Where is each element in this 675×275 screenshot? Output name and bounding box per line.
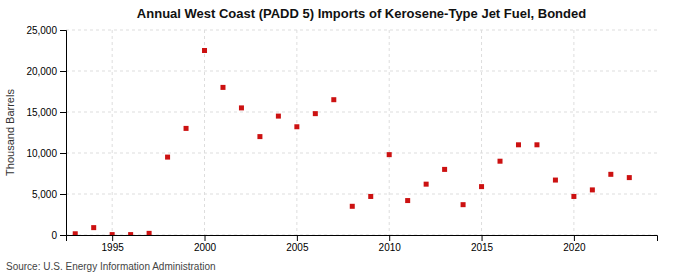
- x-grid-line: [112, 30, 113, 235]
- y-axis-tick-mark: [60, 71, 66, 72]
- point: [608, 172, 613, 177]
- x-grid-line: [296, 30, 297, 235]
- x-axis-tick: 2015: [471, 235, 494, 253]
- source-note: Source: U.S. Energy Information Administ…: [6, 261, 216, 272]
- point: [350, 204, 355, 209]
- point: [424, 182, 429, 187]
- y-axis-tick-mark: [60, 112, 66, 113]
- point: [91, 225, 96, 230]
- chart-container: 1995 2000 2005 2010 2015 2020 0 5,000 10,000 15,0…: [0, 0, 675, 275]
- x-axis-tick: 2000: [194, 235, 217, 253]
- point: [128, 232, 133, 235]
- point: [257, 134, 262, 139]
- y-axis-tick: 15,000: [26, 107, 66, 118]
- grid: [66, 30, 657, 235]
- y-axis-tick: 0: [51, 230, 66, 241]
- y-grid-line: [66, 153, 657, 154]
- point: [479, 184, 484, 189]
- x-axis-tick-mark: [112, 235, 113, 241]
- y-axis-tick-label: 5,000: [32, 189, 57, 200]
- x-axis-tick-label: 2010: [379, 242, 402, 253]
- point: [239, 105, 244, 110]
- point: [368, 194, 373, 199]
- point: [313, 111, 318, 116]
- x-axis-line: [67, 236, 658, 242]
- y-axis-line: [60, 31, 67, 236]
- y-grid-line: [66, 71, 657, 72]
- point: [165, 155, 170, 160]
- y-axis-tick-label: 0: [51, 230, 57, 241]
- y-axis-tick: 25,000: [26, 25, 66, 36]
- point: [184, 126, 189, 131]
- y-axis-tick-label: 15,000: [26, 107, 57, 118]
- point: [553, 178, 558, 183]
- x-axis-tick-mark: [574, 235, 575, 241]
- y-axis-tick: 5,000: [32, 189, 66, 200]
- x-axis-tick-mark: [205, 235, 206, 241]
- x-axis-tick-label: 2020: [563, 242, 586, 253]
- plot-area: 1995 2000 2005 2010 2015 2020 0 5,000 10,000 15,0…: [26, 25, 657, 253]
- x-axis-tick-label: 1995: [102, 242, 125, 253]
- x-axis-tick-mark: [389, 235, 390, 241]
- title: Annual West Coast (PADD 5) Imports of Ke…: [137, 6, 586, 21]
- y-axis-tick-mark: [60, 235, 66, 236]
- y-grid-line: [66, 30, 657, 31]
- y-axis-title: Thousand Barrels: [4, 89, 16, 176]
- point: [387, 152, 392, 157]
- x-grid-line: [573, 30, 574, 235]
- points: [73, 48, 632, 235]
- point: [276, 114, 281, 119]
- point: [534, 142, 539, 147]
- point: [202, 48, 207, 53]
- x-grid-line: [481, 30, 482, 235]
- point: [73, 231, 78, 235]
- y-axis: 0 5,000 10,000 15,000 20,000 25,000: [26, 25, 66, 241]
- point: [405, 198, 410, 203]
- x-grid-line: [389, 30, 390, 235]
- point: [571, 194, 576, 199]
- x-axis-tick: 1995: [102, 235, 125, 253]
- x-axis-tick-mark: [297, 235, 298, 241]
- x-axis: 1995 2000 2005 2010 2015 2020: [67, 235, 658, 253]
- point: [294, 124, 299, 129]
- x-axis-tick-label: 2015: [471, 242, 494, 253]
- y-axis-tick: 20,000: [26, 66, 66, 77]
- point: [516, 142, 521, 147]
- y-grid-line: [66, 112, 657, 113]
- point: [147, 231, 152, 235]
- y-axis-tick-label: 10,000: [26, 148, 57, 159]
- point: [110, 232, 115, 235]
- y-axis-tick: 10,000: [26, 148, 66, 159]
- y-grid-line: [66, 194, 657, 195]
- x-axis-tick-label: 2000: [194, 242, 217, 253]
- chart-svg: 1995 2000 2005 2010 2015 2020 0 5,000 10,000 15,0…: [0, 0, 675, 275]
- y-axis-tick-label: 25,000: [26, 25, 57, 36]
- x-axis-tick: 2005: [286, 235, 309, 253]
- x-axis-tick-mark: [482, 235, 483, 241]
- x-axis-tick: 2010: [379, 235, 402, 253]
- point: [331, 97, 336, 102]
- y-axis-tick-mark: [60, 153, 66, 154]
- y-axis-tick-mark: [60, 194, 66, 195]
- y-axis-tick-label: 20,000: [26, 66, 57, 77]
- x-axis-tick: 2020: [563, 235, 586, 253]
- point: [220, 85, 225, 90]
- y-axis-tick-mark: [60, 30, 66, 31]
- point: [627, 175, 632, 180]
- x-grid-line: [204, 30, 205, 235]
- point: [461, 202, 466, 207]
- point: [442, 167, 447, 172]
- point: [498, 159, 503, 164]
- point: [590, 187, 595, 192]
- x-axis-tick-label: 2005: [286, 242, 309, 253]
